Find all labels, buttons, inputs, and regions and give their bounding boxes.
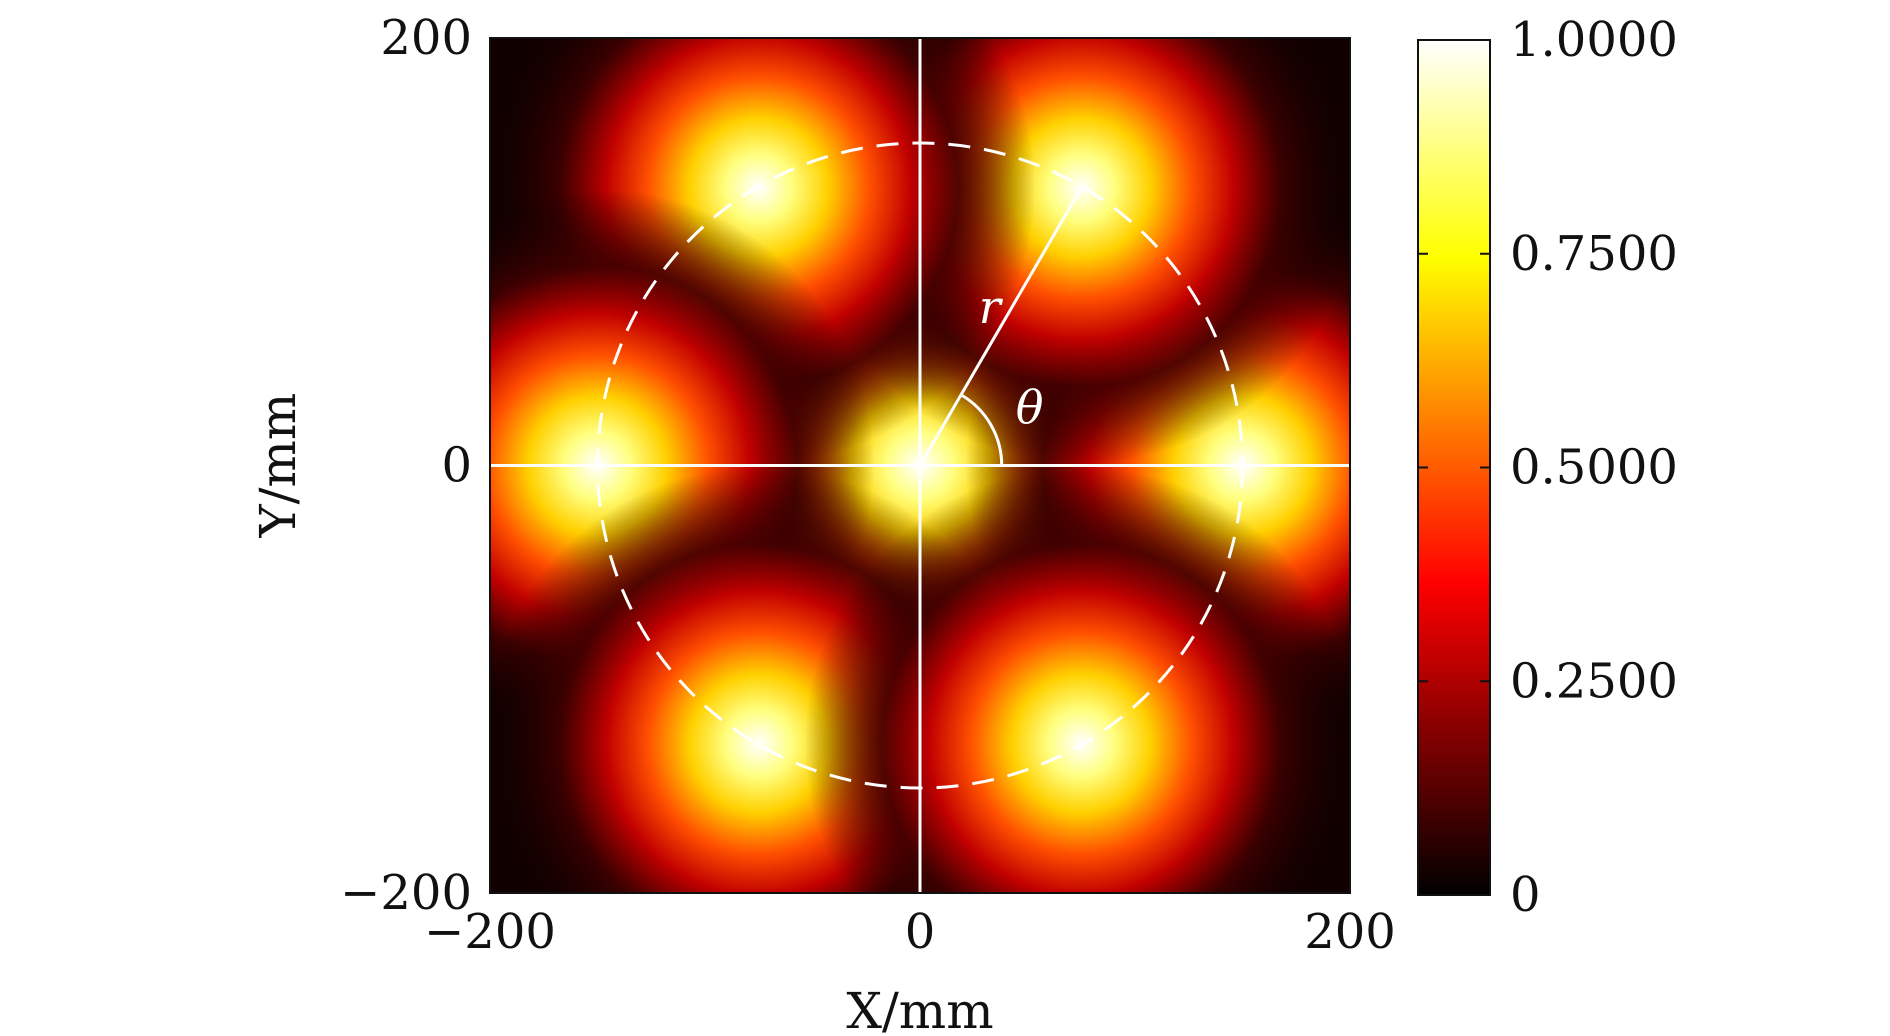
colorbar bbox=[1417, 39, 1491, 896]
x-tick-labels: −200 0 200 bbox=[424, 904, 1396, 960]
colorbar-tick-label-1: 0.2500 bbox=[1510, 653, 1678, 709]
x-axis-label: X/mm bbox=[846, 982, 993, 1036]
colorbar-tick-label-2: 0.5000 bbox=[1510, 440, 1678, 496]
x-tick-label-0: −200 bbox=[424, 904, 556, 960]
beam-layer bbox=[490, 38, 1350, 893]
colorbar-tick-label-4: 1.0000 bbox=[1510, 12, 1678, 68]
y-tick-labels: −200 0 200 bbox=[340, 10, 472, 921]
plot-frame bbox=[489, 37, 1351, 894]
y-axis-label: Y/mm bbox=[249, 393, 307, 539]
y-tick-label-1: 0 bbox=[441, 438, 472, 494]
colorbar-tick-label-3: 0.7500 bbox=[1510, 226, 1678, 282]
y-tick-label-0: −200 bbox=[340, 865, 472, 921]
angle-arc bbox=[960, 393, 1004, 466]
reference-circle bbox=[596, 141, 1244, 790]
y-tick-label-2: 200 bbox=[380, 10, 472, 66]
colorbar-ticks: 0 0.2500 0.5000 0.7500 1.0000 bbox=[1418, 12, 1678, 923]
x-tick-label-2: 200 bbox=[1304, 904, 1396, 960]
angle-label: θ bbox=[1016, 381, 1044, 435]
annotation-layer: rθ bbox=[490, 38, 1350, 893]
radius-line bbox=[918, 187, 1083, 467]
radius-label: r bbox=[979, 280, 1004, 334]
colorbar-tick-label-0: 0 bbox=[1510, 867, 1541, 923]
x-tick-label-1: 0 bbox=[905, 904, 936, 960]
